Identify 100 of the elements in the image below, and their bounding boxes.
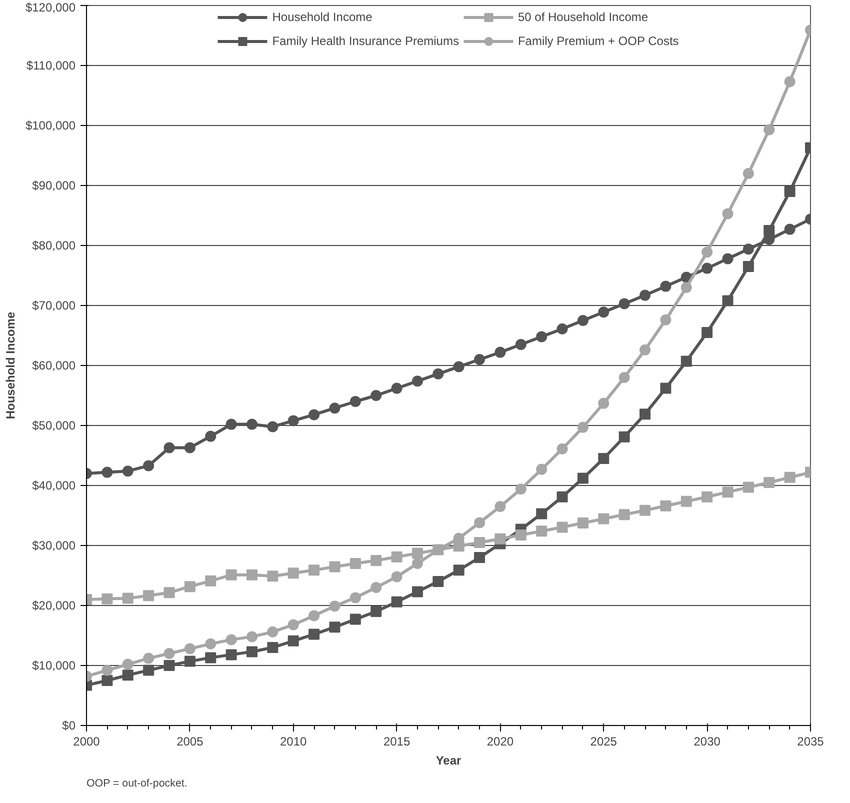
- point: [122, 466, 134, 477]
- point: [556, 443, 568, 454]
- point: [556, 522, 568, 533]
- point: [680, 496, 692, 507]
- x-tick-label: 2035: [797, 734, 824, 748]
- x-tick-label: 2025: [590, 734, 618, 748]
- point: [474, 354, 486, 365]
- point: [536, 331, 548, 342]
- point: [474, 537, 486, 548]
- y-tick-label: $90,000: [32, 178, 76, 192]
- point: [308, 610, 320, 622]
- point: [391, 551, 402, 562]
- x-tick-label: 2010: [280, 734, 308, 748]
- point: [702, 246, 713, 258]
- point: [102, 593, 113, 604]
- point: [474, 552, 486, 563]
- point: [515, 484, 526, 495]
- point: [329, 402, 340, 414]
- x-tick-label: 2015: [383, 734, 410, 748]
- point: [515, 339, 526, 350]
- point: [226, 569, 237, 580]
- point: [432, 368, 444, 380]
- point: [618, 431, 630, 442]
- y-tick-label: $10,000: [32, 658, 76, 672]
- y-tick-label: $50,000: [32, 418, 76, 432]
- point: [742, 244, 754, 255]
- point: [764, 477, 775, 488]
- point: [412, 376, 423, 387]
- legend-label: Family Health Insurance Premiums: [272, 34, 459, 48]
- point: [370, 582, 382, 593]
- point: [432, 576, 444, 587]
- point: [226, 634, 237, 646]
- point: [226, 649, 237, 660]
- y-tick-label: $20,000: [32, 598, 76, 612]
- point: [288, 619, 299, 630]
- point: [702, 327, 713, 338]
- y-tick-label: $40,000: [32, 478, 76, 492]
- point: [329, 561, 340, 572]
- point: [308, 409, 320, 420]
- point: [722, 253, 734, 264]
- point: [598, 453, 610, 464]
- point: [308, 564, 320, 576]
- point: [350, 592, 361, 604]
- point: [164, 648, 175, 659]
- point: [784, 76, 796, 88]
- point: [246, 631, 258, 642]
- legend-label: 50 of Household Income: [518, 10, 648, 24]
- point: [784, 472, 796, 483]
- point: [246, 569, 258, 580]
- point: [598, 398, 610, 409]
- point: [164, 660, 175, 671]
- point: [184, 643, 196, 654]
- point: [184, 581, 196, 592]
- point: [515, 530, 526, 540]
- point: [143, 664, 154, 676]
- point: [474, 517, 486, 528]
- point: [598, 513, 610, 524]
- point: [494, 533, 506, 544]
- point: [577, 422, 588, 433]
- point: [164, 442, 175, 454]
- point: [618, 509, 630, 520]
- point: [640, 408, 651, 420]
- point: [556, 491, 568, 502]
- point: [350, 396, 361, 407]
- point: [494, 501, 506, 512]
- point: [556, 323, 568, 334]
- x-tick-label: 2020: [486, 734, 514, 748]
- point: [288, 568, 299, 579]
- y-axis-title: Household Income: [3, 312, 18, 420]
- point: [722, 208, 734, 220]
- point: [164, 587, 175, 598]
- point: [267, 570, 278, 582]
- point: [598, 306, 610, 318]
- point: [205, 430, 216, 442]
- point: [102, 466, 113, 478]
- point: [722, 486, 734, 498]
- point: [308, 628, 320, 640]
- point: [640, 344, 651, 356]
- point: [764, 124, 775, 136]
- y-tick-label: $110,000: [26, 58, 76, 72]
- point: [640, 504, 651, 516]
- x-axis-title: Year: [436, 754, 462, 768]
- point: [122, 670, 134, 681]
- point: [102, 675, 113, 686]
- point: [391, 382, 402, 394]
- point: [784, 186, 796, 197]
- point: [536, 464, 548, 475]
- x-tick-label: 2005: [176, 734, 204, 748]
- point: [226, 418, 237, 430]
- point: [412, 548, 423, 559]
- point: [267, 421, 278, 432]
- point: [660, 314, 672, 326]
- point: [412, 586, 423, 598]
- point: [122, 592, 134, 604]
- point: [453, 361, 464, 372]
- point: [184, 656, 196, 667]
- point: [288, 415, 299, 426]
- point: [205, 638, 216, 650]
- point: [764, 225, 775, 236]
- point: [536, 508, 548, 520]
